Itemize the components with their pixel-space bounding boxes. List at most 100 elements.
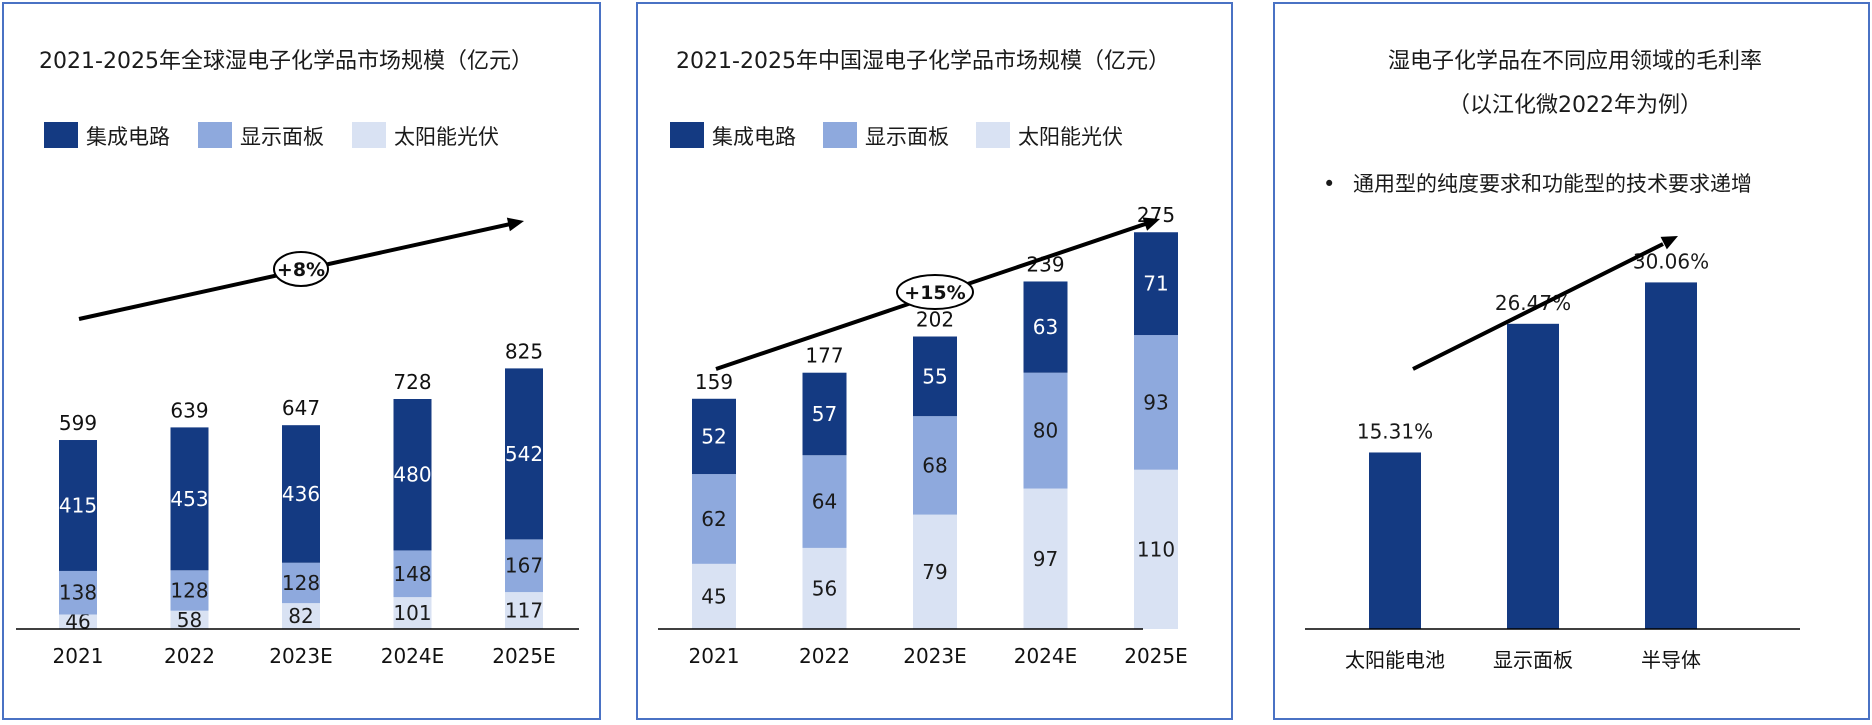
china-bar-2-4 bbox=[1134, 469, 1178, 629]
global-growth-badge bbox=[273, 251, 329, 287]
china-bar-label-0-4: 71 bbox=[1143, 272, 1168, 296]
china-bar-1-0 bbox=[692, 474, 736, 564]
china-category-1: 2022 bbox=[799, 644, 850, 668]
gross-margin-chart: 湿电子化学品在不同应用领域的毛利率 （以江化微2022年为例） • 通用型的纯度要求和… bbox=[1305, 49, 1800, 672]
china-category-2: 2023E bbox=[903, 644, 967, 668]
china-bar-0-3 bbox=[1023, 281, 1068, 373]
china-bar-label-1-1: 64 bbox=[812, 490, 837, 514]
global-bar-1-1 bbox=[170, 570, 209, 611]
china-bar-label-2-1: 56 bbox=[812, 576, 837, 600]
global-legend-swatch-2 bbox=[352, 122, 386, 148]
china-bar-label-1-4: 93 bbox=[1143, 390, 1168, 414]
global-legend-label-0: 集成电路 bbox=[86, 125, 170, 149]
global-bar-0-4 bbox=[505, 368, 543, 540]
global-bar-label-2-3: 101 bbox=[393, 601, 431, 625]
china-bar-label-2-0: 45 bbox=[701, 584, 726, 608]
global-category-2: 2023E bbox=[269, 644, 333, 668]
global-total-4: 825 bbox=[505, 339, 543, 363]
china-total-2: 202 bbox=[916, 308, 954, 332]
china-bar-label-2-3: 97 bbox=[1033, 547, 1058, 571]
global-category-3: 2024E bbox=[381, 644, 445, 668]
china-bar-0-0 bbox=[692, 398, 736, 475]
china-category-0: 2021 bbox=[689, 644, 740, 668]
china-bar-label-0-3: 63 bbox=[1033, 315, 1058, 339]
global-bar-1-0 bbox=[59, 570, 97, 615]
china-category-4: 2025E bbox=[1124, 644, 1188, 668]
china-legend-swatch-1 bbox=[823, 122, 857, 148]
china-bar-label-0-1: 57 bbox=[812, 402, 837, 426]
china-bar-label-1-2: 68 bbox=[922, 453, 947, 477]
china-bar-2-1 bbox=[802, 547, 847, 629]
china-market-chart: 2021-2025年中国湿电子化学品市场规模（亿元） 集成电路 显示面板 太阳能光伏 4… bbox=[658, 49, 1188, 668]
margin-trend-arrow bbox=[1412, 242, 1664, 371]
china-growth-label: +15% bbox=[904, 282, 965, 304]
global-bar-2-0 bbox=[59, 614, 97, 629]
global-market-panel: 2021-2025年全球湿电子化学品市场规模（亿元） 集成电路 显示面板 太阳能光伏 4… bbox=[2, 2, 601, 720]
global-bar-0-1 bbox=[170, 427, 209, 571]
china-legend-label-1: 显示面板 bbox=[865, 125, 949, 149]
global-bar-2-2 bbox=[282, 603, 320, 629]
margin-bar-2 bbox=[1645, 282, 1697, 629]
global-bar-label-1-0: 138 bbox=[59, 581, 97, 605]
global-market-chart: 2021-2025年全球湿电子化学品市场规模（亿元） 集成电路 显示面板 太阳能光伏 4… bbox=[16, 49, 579, 668]
global-bar-label-0-2: 436 bbox=[282, 482, 320, 506]
margin-bullet-dot: • bbox=[1323, 172, 1335, 196]
margin-category-1: 显示面板 bbox=[1493, 648, 1573, 672]
global-bar-1-3 bbox=[393, 550, 432, 598]
global-category-0: 2021 bbox=[53, 644, 104, 668]
global-bar-label-1-4: 167 bbox=[505, 554, 543, 578]
china-legend-label-2: 太阳能光伏 bbox=[1018, 125, 1123, 149]
global-bar-label-2-2: 82 bbox=[288, 604, 313, 628]
china-bar-label-0-0: 52 bbox=[701, 424, 726, 448]
global-bar-0-2 bbox=[282, 425, 320, 563]
global-bar-1-4 bbox=[505, 539, 543, 593]
global-total-3: 728 bbox=[393, 370, 431, 394]
china-legend-swatch-0 bbox=[670, 122, 704, 148]
global-bar-1-2 bbox=[282, 562, 320, 604]
global-category-1: 2022 bbox=[164, 644, 215, 668]
global-bar-label-1-2: 128 bbox=[282, 571, 320, 595]
margin-category-2: 半导体 bbox=[1641, 648, 1701, 672]
global-bar-label-0-0: 415 bbox=[59, 493, 97, 517]
margin-category-0: 太阳能电池 bbox=[1345, 648, 1445, 672]
global-trend-arrowhead bbox=[506, 217, 524, 232]
global-category-4: 2025E bbox=[492, 644, 556, 668]
margin-title: 湿电子化学品在不同应用领域的毛利率 bbox=[1388, 49, 1762, 74]
global-bar-0-3 bbox=[393, 399, 432, 551]
global-legend-swatch-0 bbox=[44, 122, 78, 148]
global-bar-2-4 bbox=[505, 592, 543, 629]
china-title: 2021-2025年中国湿电子化学品市场规模（亿元） bbox=[676, 49, 1170, 74]
global-bar-label-2-1: 58 bbox=[177, 608, 202, 632]
china-bar-2-2 bbox=[913, 514, 957, 629]
china-bar-label-1-3: 80 bbox=[1033, 419, 1058, 443]
china-bar-1-4 bbox=[1134, 335, 1178, 470]
china-total-0: 159 bbox=[695, 370, 733, 394]
global-total-1: 639 bbox=[170, 398, 208, 422]
global-legend-label-2: 太阳能光伏 bbox=[394, 125, 499, 149]
china-bar-0-2 bbox=[913, 336, 957, 417]
china-bar-0-4 bbox=[1134, 232, 1178, 336]
china-legend-label-0: 集成电路 bbox=[712, 125, 796, 149]
global-bar-label-0-1: 453 bbox=[170, 487, 208, 511]
global-bar-label-0-4: 542 bbox=[505, 442, 543, 466]
china-bar-label-2-4: 110 bbox=[1137, 537, 1175, 561]
global-legend-label-1: 显示面板 bbox=[240, 125, 324, 149]
china-bar-1-3 bbox=[1023, 372, 1068, 489]
china-bar-2-3 bbox=[1023, 488, 1068, 629]
global-bar-2-1 bbox=[170, 610, 209, 629]
china-legend-swatch-2 bbox=[976, 122, 1010, 148]
global-title: 2021-2025年全球湿电子化学品市场规模（亿元） bbox=[39, 49, 533, 74]
china-bar-2-0 bbox=[692, 563, 736, 629]
global-growth-label: +8% bbox=[277, 259, 325, 281]
china-total-1: 177 bbox=[805, 344, 843, 368]
margin-bullet-text: 通用型的纯度要求和功能型的技术要求递增 bbox=[1353, 172, 1752, 196]
global-bar-0-0 bbox=[59, 440, 97, 571]
china-bar-1-1 bbox=[802, 455, 847, 548]
margin-subtitle: （以江化微2022年为例） bbox=[1448, 93, 1702, 118]
margin-bar-1 bbox=[1507, 323, 1559, 629]
china-bar-label-0-2: 55 bbox=[922, 364, 947, 388]
global-total-0: 599 bbox=[59, 411, 97, 435]
global-total-2: 647 bbox=[282, 396, 320, 420]
china-trend-arrowhead bbox=[1142, 217, 1160, 231]
china-bar-label-2-2: 79 bbox=[922, 560, 947, 584]
